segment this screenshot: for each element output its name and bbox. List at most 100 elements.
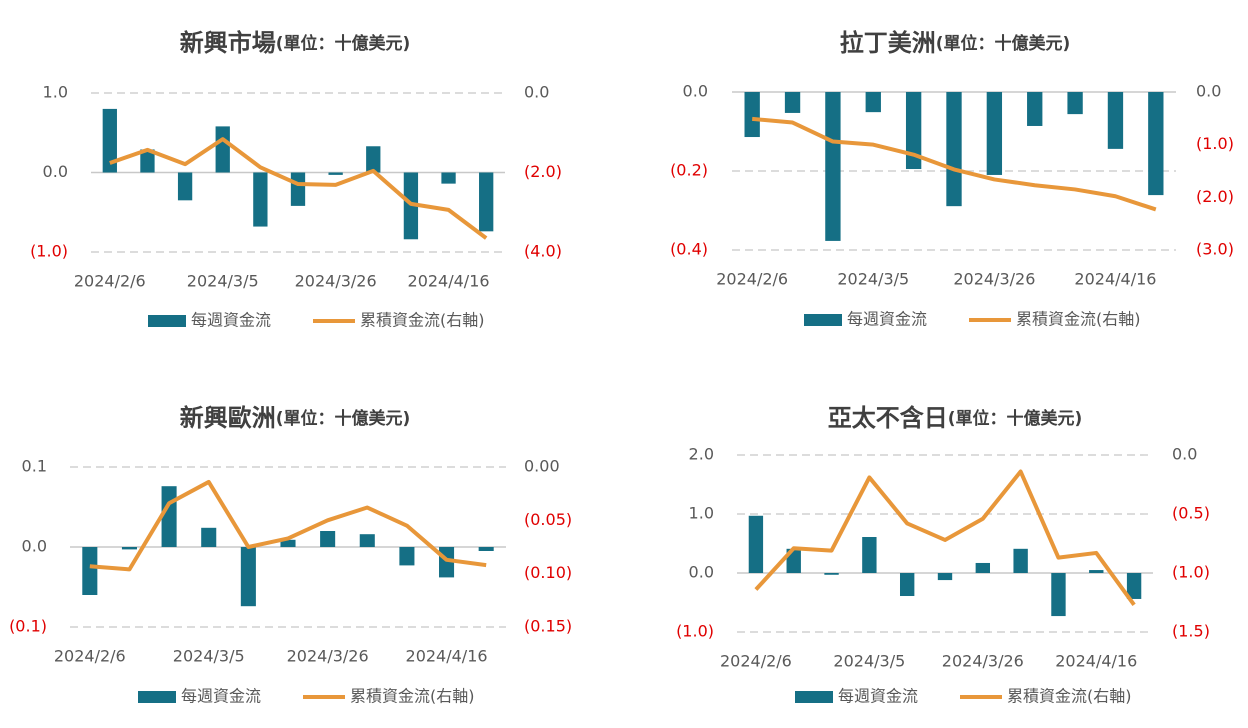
bar (975, 562, 991, 573)
y-tick-label: 0.0 (43, 162, 68, 181)
y-tick-label: (0.4) (670, 240, 708, 259)
title-main: 拉丁美洲 (840, 29, 936, 57)
x-tick-label: 2024/4/16 (1074, 270, 1156, 289)
y-tick-label: (1.0) (676, 622, 714, 641)
bar (1027, 92, 1043, 126)
line (89, 479, 487, 572)
bar (140, 149, 155, 173)
chart-title: 亞太不含日(單位：十億美元) (828, 404, 1083, 432)
bar (1013, 548, 1028, 573)
bar (280, 539, 296, 547)
legend-swatch (795, 691, 833, 703)
y2-tick-label: (0.10) (524, 563, 572, 582)
line (109, 137, 488, 240)
bar (744, 92, 760, 138)
bar (1148, 92, 1164, 196)
bar (946, 92, 962, 207)
y-tick-label: (1.0) (30, 242, 68, 261)
x-tick-label: 2024/3/5 (187, 272, 259, 291)
bar (441, 172, 456, 184)
bar (986, 92, 1003, 175)
legend-label: 累積資金流(右軸) (1007, 687, 1132, 706)
chart: 拉丁美洲(單位：十億美元) 0.0 (0.2) (0.4) 0.0 (1.0) (2.0) (… (670, 29, 1234, 329)
y-tick-label: 0.0 (689, 563, 714, 582)
x-tick-label: 2024/3/5 (837, 270, 909, 289)
title-unit: (單位：十億美元) (276, 408, 411, 429)
chart-title: 拉丁美洲(單位：十億美元) (840, 29, 1071, 57)
y-tick-label: 1.0 (689, 504, 714, 523)
y2-tick-label: (0.05) (524, 510, 572, 529)
x-tick-label: 2024/2/6 (54, 647, 126, 666)
x-tick-label: 2024/2/6 (716, 270, 788, 289)
y2-tick-label: (0.5) (1172, 504, 1210, 523)
x-tick-label: 2024/2/6 (720, 652, 792, 671)
bar (824, 573, 839, 575)
bar (366, 146, 381, 173)
y2-tick-label: (2.0) (524, 162, 562, 181)
y2-tick-label: (1.5) (1172, 622, 1210, 641)
y-tick-label: 1.0 (43, 83, 68, 102)
legend-label: 累積資金流(右軸) (1016, 310, 1141, 329)
legend-label: 每週資金流 (181, 687, 261, 706)
bar (478, 547, 494, 551)
bar (253, 172, 268, 227)
x-tick-label: 2024/3/26 (295, 272, 377, 291)
bar (177, 172, 193, 201)
y-tick-label: 0.0 (22, 537, 47, 556)
chart: 亞太不含日(單位：十億美元) 2.0 1.0 0.0 (1.0) 0.0 (0.5) (1.0… (676, 404, 1210, 706)
legend-label: 每週資金流 (847, 310, 927, 329)
bar (399, 547, 415, 566)
legend-label: 每週資金流 (838, 687, 918, 706)
line (754, 469, 1136, 607)
x-tick-label: 2024/2/6 (74, 272, 146, 291)
x-tick-label: 2024/4/16 (408, 272, 490, 291)
bar (82, 547, 98, 595)
y-tick-label: (0.2) (670, 161, 708, 180)
bar (320, 531, 336, 547)
chart: 新興歐洲(單位：十億美元) 0.1 0.0 (0.1) 0.00 (0.05) (0.10)… (9, 404, 572, 706)
title-main: 新興市場 (180, 29, 276, 57)
bar (1089, 570, 1104, 573)
legend-swatch (138, 691, 176, 703)
legend-swatch (804, 314, 842, 326)
chart-title: 新興歐洲(單位：十億美元) (180, 404, 411, 432)
y2-tick-label: (4.0) (524, 242, 562, 261)
y2-tick-label: (3.0) (1196, 240, 1234, 259)
title-main: 亞太不含日 (828, 404, 948, 432)
bar (215, 126, 230, 173)
y2-tick-label: 0.0 (1196, 82, 1221, 101)
y-tick-label: (0.1) (9, 617, 47, 636)
bar (748, 515, 764, 573)
bar (862, 537, 877, 573)
bar (290, 172, 306, 206)
bar (905, 92, 922, 170)
y2-tick-label: 0.0 (524, 83, 549, 102)
y-tick-label: 0.1 (22, 457, 47, 476)
bar (825, 92, 841, 241)
x-tick-label: 2024/3/5 (833, 652, 905, 671)
bar (161, 486, 177, 547)
x-tick-label: 2024/3/26 (942, 652, 1024, 671)
title-unit: (單位：十億美元) (276, 33, 411, 54)
title-unit: (單位：十億美元) (948, 408, 1083, 429)
bar (102, 108, 117, 173)
bar (479, 172, 494, 232)
legend-label: 每週資金流 (191, 311, 271, 330)
x-tick-label: 2024/4/16 (1055, 652, 1137, 671)
bar (328, 172, 343, 175)
title-unit: (單位：十億美元) (936, 33, 1071, 54)
bar (121, 547, 137, 550)
y2-tick-label: (0.15) (524, 617, 572, 636)
bar (1107, 92, 1124, 149)
chart-title: 新興市場(單位：十億美元) (180, 29, 411, 57)
y-tick-label: 0.0 (683, 82, 708, 101)
y2-tick-label: (2.0) (1196, 187, 1234, 206)
bar (201, 527, 217, 547)
line (752, 116, 1157, 212)
y2-tick-label: 0.00 (524, 457, 560, 476)
chart: 新興市場(單位：十億美元) 1.0 0.0 (1.0) 0.0 (2.0) (4.0) 202… (30, 29, 562, 330)
bar (359, 534, 375, 547)
bar (899, 573, 915, 597)
bar (1051, 573, 1066, 617)
